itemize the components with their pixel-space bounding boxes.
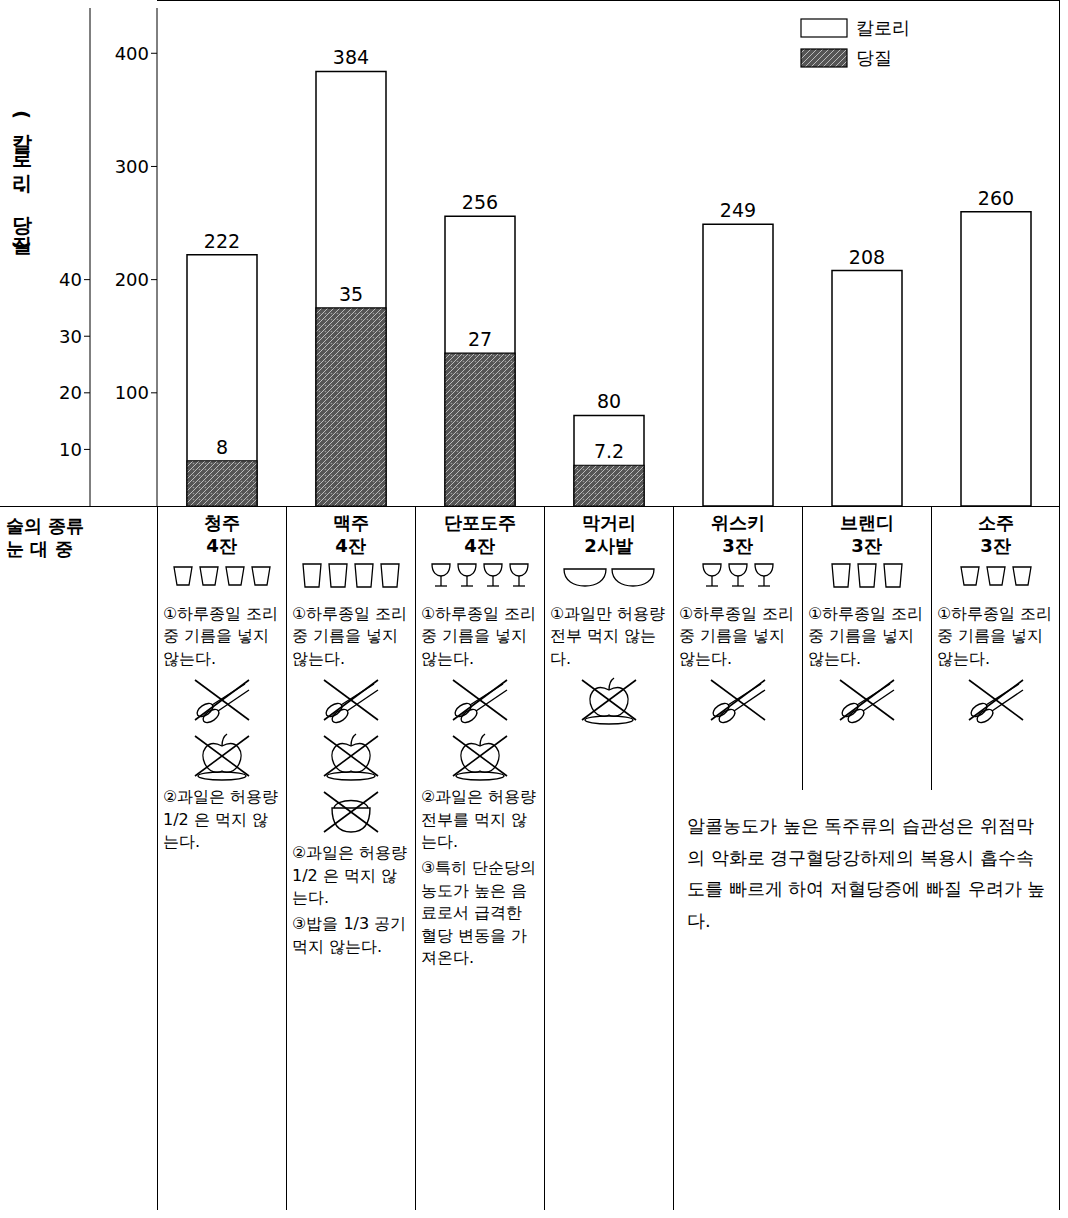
html-text:②과일은 허용량 1/2 은 먹지 않는다.: ②과일은 허용량 1/2 은 먹지 않는다.	[163, 787, 279, 851]
html-text:술의 종류: 술의 종류	[6, 515, 85, 536]
svg-text:10: 10	[59, 439, 82, 460]
svg-text:300: 300	[115, 156, 149, 177]
html-text:①하루종일 조리중 기름을 넣지 않는다.: ①하루종일 조리중 기름을 넣지 않는다.	[808, 604, 924, 668]
html-text:①하루종일 조리중 기름을 넣지 않는다.: ①하루종일 조리중 기름을 넣지 않는다.	[937, 604, 1053, 668]
html-text:당질: 당질	[856, 47, 892, 68]
html-text:알콜농도가 높은 독주류의 습관성은 위점막의 악화로 경구: 알콜농도가 높은 독주류의 습관성은 위점막의 악화로 경구혈당강하제의 복용시…	[687, 815, 1046, 931]
html-text:소주: 소주	[977, 512, 1014, 533]
svg-text:260: 260	[978, 187, 1014, 209]
html-text:①하루종일 조리중 기름을 넣지 않는다.: ①하루종일 조리중 기름을 넣지 않는다.	[679, 604, 795, 668]
html-text:4잔: 4잔	[206, 534, 237, 556]
html-text:①하루종일 조리중 기름을 넣지 않는다.: ①하루종일 조리중 기름을 넣지 않는다.	[292, 604, 408, 668]
html-text:칼로리: 칼로리	[856, 17, 910, 38]
svg-text:100: 100	[115, 382, 149, 403]
svg-text:8: 8	[216, 436, 228, 458]
svg-text:27: 27	[468, 328, 492, 350]
html-text:3잔: 3잔	[722, 534, 753, 556]
svg-text:200: 200	[115, 269, 149, 290]
html-text:②과일은 허용량 전부를 먹지 않는다.: ②과일은 허용량 전부를 먹지 않는다.	[421, 787, 537, 851]
svg-text:40: 40	[59, 269, 82, 290]
svg-text:208: 208	[849, 246, 885, 268]
svg-text:35: 35	[339, 283, 363, 305]
svg-text:80: 80	[597, 390, 621, 412]
svg-text:7.2: 7.2	[594, 440, 624, 462]
html-text:브랜디: 브랜디	[839, 512, 894, 533]
html-text:맥주: 맥주	[332, 512, 369, 533]
html-text:(칼로리 · 당질): (칼로리 · 당질)	[10, 110, 34, 250]
html-text:①하루종일 조리중 기름을 넣지 않는다.: ①하루종일 조리중 기름을 넣지 않는다.	[163, 604, 279, 668]
svg-text:20: 20	[59, 382, 82, 403]
html-text:3잔: 3잔	[980, 534, 1011, 556]
html-text:①하루종일 조리중 기름을 넣지 않는다.: ①하루종일 조리중 기름을 넣지 않는다.	[421, 604, 537, 668]
svg-text:222: 222	[204, 230, 240, 252]
svg-text:30: 30	[59, 326, 82, 347]
html-text:막거리: 막거리	[581, 512, 636, 533]
svg-text:249: 249	[720, 199, 756, 221]
html-text:①과일만 허용량 전부 먹지 않는다.: ①과일만 허용량 전부 먹지 않는다.	[550, 604, 666, 668]
html-text:2사발: 2사발	[584, 534, 633, 556]
html-text:단포도주: 단포도주	[443, 512, 516, 533]
html-text:4잔: 4잔	[335, 534, 366, 556]
html-text:③특히 단순당의 농도가 높은 음료로서 급격한 혈당 변동: ③특히 단순당의 농도가 높은 음료로서 급격한 혈당 변동을 가져온다.	[421, 858, 537, 967]
svg-text:256: 256	[462, 191, 498, 213]
html-text:눈 대 중: 눈 대 중	[6, 538, 73, 560]
html-text:위스키: 위스키	[710, 512, 765, 533]
html-text:청주: 청주	[203, 512, 240, 533]
svg-text:400: 400	[115, 43, 149, 64]
html-text:4잔: 4잔	[464, 534, 495, 556]
html-text:②과일은 허용량 1/2 은 먹지 않는다.: ②과일은 허용량 1/2 은 먹지 않는다.	[292, 843, 408, 907]
html-text:③밥을 1/3 공기 먹지 않는다.: ③밥을 1/3 공기 먹지 않는다.	[292, 914, 407, 956]
svg-text:384: 384	[333, 46, 369, 68]
html-text:3잔: 3잔	[851, 534, 882, 556]
